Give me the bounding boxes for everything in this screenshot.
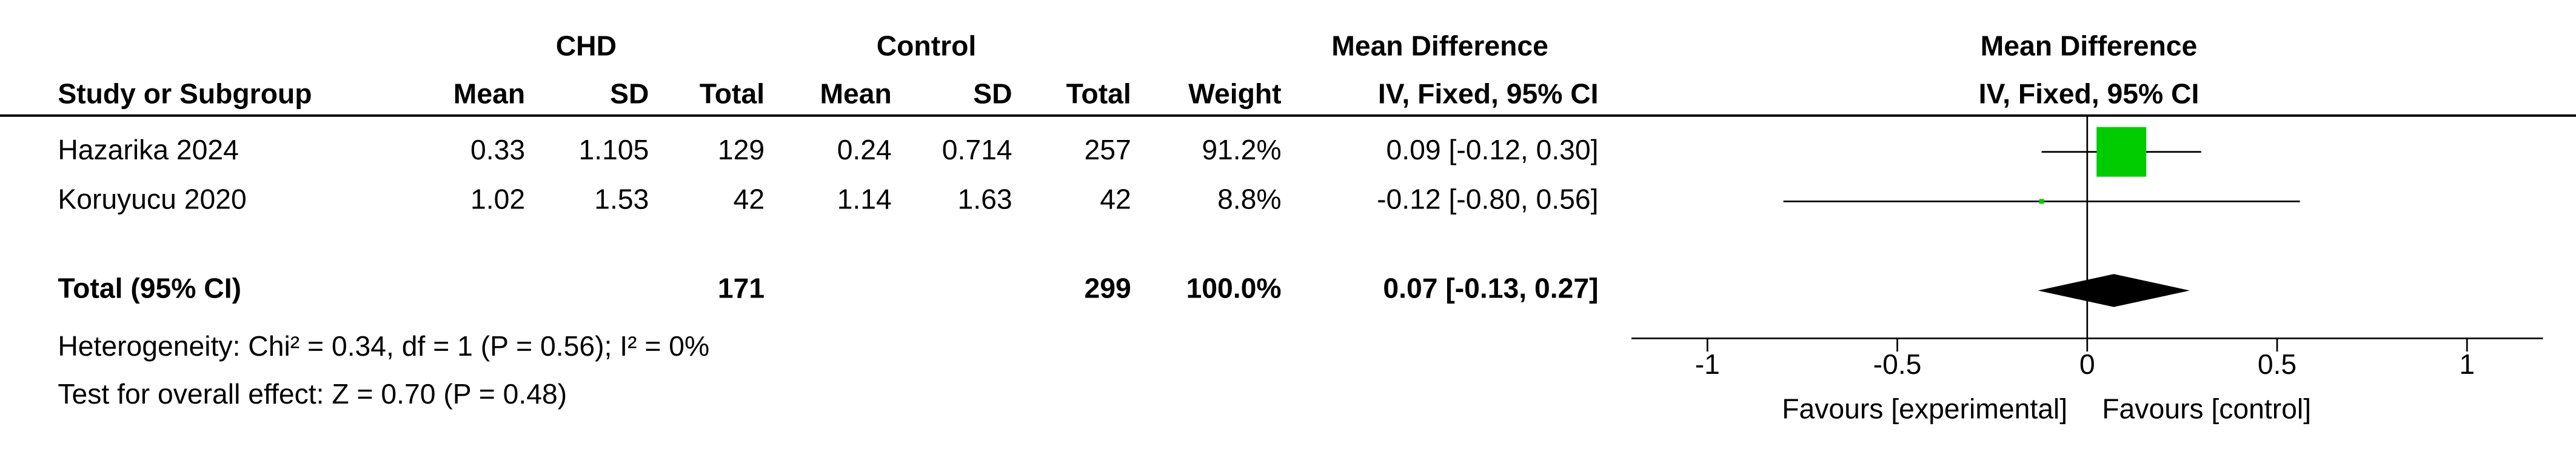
- total-label: Total (95% CI): [58, 273, 241, 304]
- cell: 257: [1084, 134, 1131, 165]
- cell: 1.63: [958, 184, 1012, 215]
- x-tick-label: 0.5: [2258, 348, 2297, 380]
- cell: 42: [734, 184, 765, 215]
- column-header: Total: [1066, 78, 1131, 109]
- cell: 0.24: [837, 134, 892, 165]
- total-cell: 299: [1084, 273, 1131, 304]
- favours-right: Favours [control]: [2102, 393, 2311, 425]
- column-header: Mean: [820, 78, 891, 109]
- x-tick-label: -1: [1695, 348, 1720, 380]
- cell: 42: [1100, 184, 1131, 215]
- column-header: SD: [973, 78, 1012, 109]
- heterogeneity: Heterogeneity: Chi² = 0.34, df = 1 (P = …: [58, 330, 709, 362]
- cell: 1.53: [594, 184, 649, 215]
- total-cell: 171: [718, 273, 764, 304]
- cell: 0.09 [-0.12, 0.30]: [1386, 134, 1598, 165]
- x-tick-label: -0.5: [1873, 348, 1922, 380]
- column-header: IV, Fixed, 95% CI: [1378, 78, 1599, 109]
- plot-title: Mean Difference: [1981, 30, 2198, 61]
- cell: 91.2%: [1202, 134, 1281, 165]
- cell: 1.105: [579, 134, 649, 165]
- column-header: Mean: [453, 78, 525, 109]
- cell: Hazarika 2024: [58, 134, 239, 165]
- cell: 1.14: [837, 184, 892, 215]
- effect-square: [2096, 127, 2147, 177]
- effect-header: Mean Difference: [1331, 30, 1548, 61]
- cell: 8.8%: [1217, 184, 1282, 215]
- cell: 0.714: [942, 134, 1012, 165]
- overall-effect: Test for overall effect: Z = 0.70 (P = 0…: [58, 378, 567, 410]
- effect-square: [2039, 199, 2044, 204]
- cell: 1.02: [470, 184, 525, 215]
- plot-subtitle: IV, Fixed, 95% CI: [1979, 78, 2200, 109]
- x-tick-label: 1: [2459, 348, 2475, 380]
- column-header: Total: [700, 78, 764, 109]
- cell: 0.33: [470, 134, 525, 165]
- column-header: SD: [610, 78, 649, 109]
- cell: 129: [718, 134, 764, 165]
- cell: Koruyucu 2020: [58, 184, 246, 215]
- cell: -0.12 [-0.80, 0.56]: [1377, 184, 1598, 215]
- total-cell: 0.07 [-0.13, 0.27]: [1383, 273, 1598, 304]
- total-diamond: [2038, 274, 2190, 307]
- favours-left: Favours [experimental]: [1782, 393, 2067, 425]
- column-header: Study or Subgroup: [58, 78, 312, 109]
- column-header: Weight: [1188, 78, 1281, 109]
- group-header: CHD: [556, 30, 617, 61]
- total-cell: 100.0%: [1186, 273, 1282, 304]
- x-tick-label: 0: [2079, 348, 2095, 380]
- group-header: Control: [877, 30, 977, 61]
